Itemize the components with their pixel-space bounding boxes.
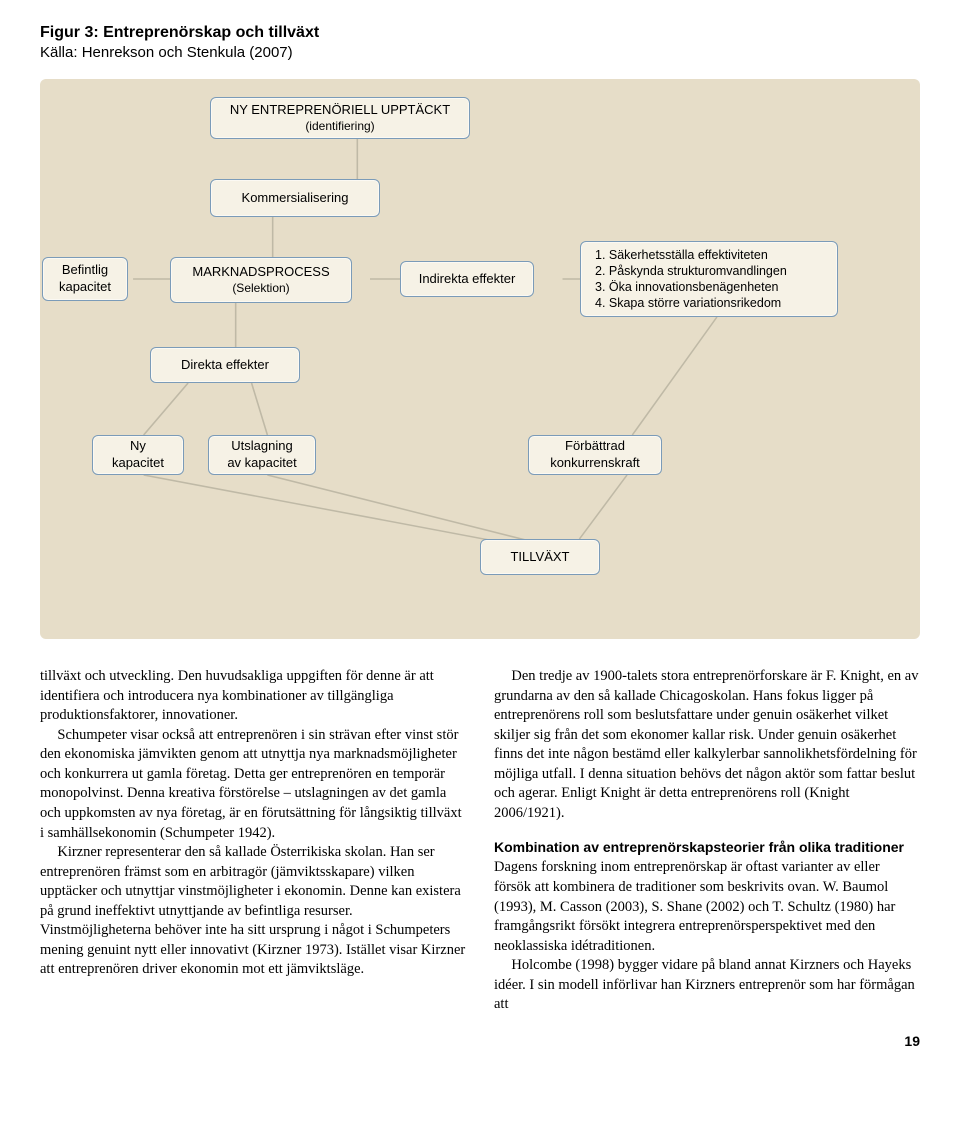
node-existing-capacity: Befintlig kapacitet xyxy=(42,257,128,301)
effects-item-1: 1. Säkerhetsställa effektiviteten xyxy=(595,247,768,263)
effects-item-3: 3. Öka innovationsbenägenheten xyxy=(595,279,778,295)
node-market-l2: (Selektion) xyxy=(232,281,289,297)
node-comp-l1: Förbättrad xyxy=(565,438,625,455)
page-number: 19 xyxy=(40,1033,920,1049)
node-growth-label: TILLVÄXT xyxy=(510,549,569,566)
node-commercialisation: Kommersialisering xyxy=(210,179,380,217)
node-discovery-line1: NY ENTREPRENÖRIELL UPPTÄCKT xyxy=(230,102,450,119)
node-market-l1: MARKNADSPROCESS xyxy=(192,264,329,281)
node-indirect-label: Indirekta effekter xyxy=(419,271,516,288)
paragraph: Den tredje av 1900-talets stora entrepre… xyxy=(494,667,920,824)
effects-item-2: 2. Påskynda strukturomvandlingen xyxy=(595,263,787,279)
figure-title: Figur 3: Entreprenörskap och tillväxt xyxy=(40,24,920,42)
node-elimination: Utslagning av kapacitet xyxy=(208,435,316,475)
node-effects-list: 1. Säkerhetsställa effektiviteten 2. Pås… xyxy=(580,241,838,317)
node-elim-l1: Utslagning xyxy=(231,438,292,455)
node-new-capacity: Ny kapacitet xyxy=(92,435,184,475)
node-newcap-l2: kapacitet xyxy=(112,455,164,472)
node-comp-l2: konkurrenskraft xyxy=(550,455,640,472)
diagram-panel: NY ENTREPRENÖRIELL UPPTÄCKT (identifieri… xyxy=(40,79,920,639)
node-direct-label: Direkta effekter xyxy=(181,357,269,374)
node-direct-effects: Direkta effekter xyxy=(150,347,300,383)
node-existing-l2: kapacitet xyxy=(59,279,111,296)
paragraph: Holcombe (1998) bygger vidare på bland a… xyxy=(494,956,920,1015)
paragraph: tillväxt och utveckling. Den huvudsaklig… xyxy=(40,667,466,726)
effects-item-4: 4. Skapa större variationsrikedom xyxy=(595,295,781,311)
node-commerc-label: Kommersialisering xyxy=(242,190,349,207)
node-discovery-line2: (identifiering) xyxy=(305,119,374,135)
paragraph: Kirzner representerar den så kallade Öst… xyxy=(40,843,466,980)
node-elim-l2: av kapacitet xyxy=(227,455,296,472)
node-competitiveness: Förbättrad konkurrenskraft xyxy=(528,435,662,475)
paragraph: Schumpeter visar också att entreprenören… xyxy=(40,726,466,843)
section-heading: Kombination av entreprenörskapsteorier f… xyxy=(494,838,920,857)
node-indirect-effects: Indirekta effekter xyxy=(400,261,534,297)
node-discovery: NY ENTREPRENÖRIELL UPPTÄCKT (identifieri… xyxy=(210,97,470,139)
figure-source: Källa: Henrekson och Stenkula (2007) xyxy=(40,44,920,61)
node-existing-l1: Befintlig xyxy=(62,262,108,279)
paragraph: Dagens forskning inom entreprenörskap är… xyxy=(494,858,920,956)
node-newcap-l1: Ny xyxy=(130,438,146,455)
node-market-process: MARKNADSPROCESS (Selektion) xyxy=(170,257,352,303)
body-text: tillväxt och utveckling. Den huvudsaklig… xyxy=(40,667,920,1015)
node-growth: TILLVÄXT xyxy=(480,539,600,575)
